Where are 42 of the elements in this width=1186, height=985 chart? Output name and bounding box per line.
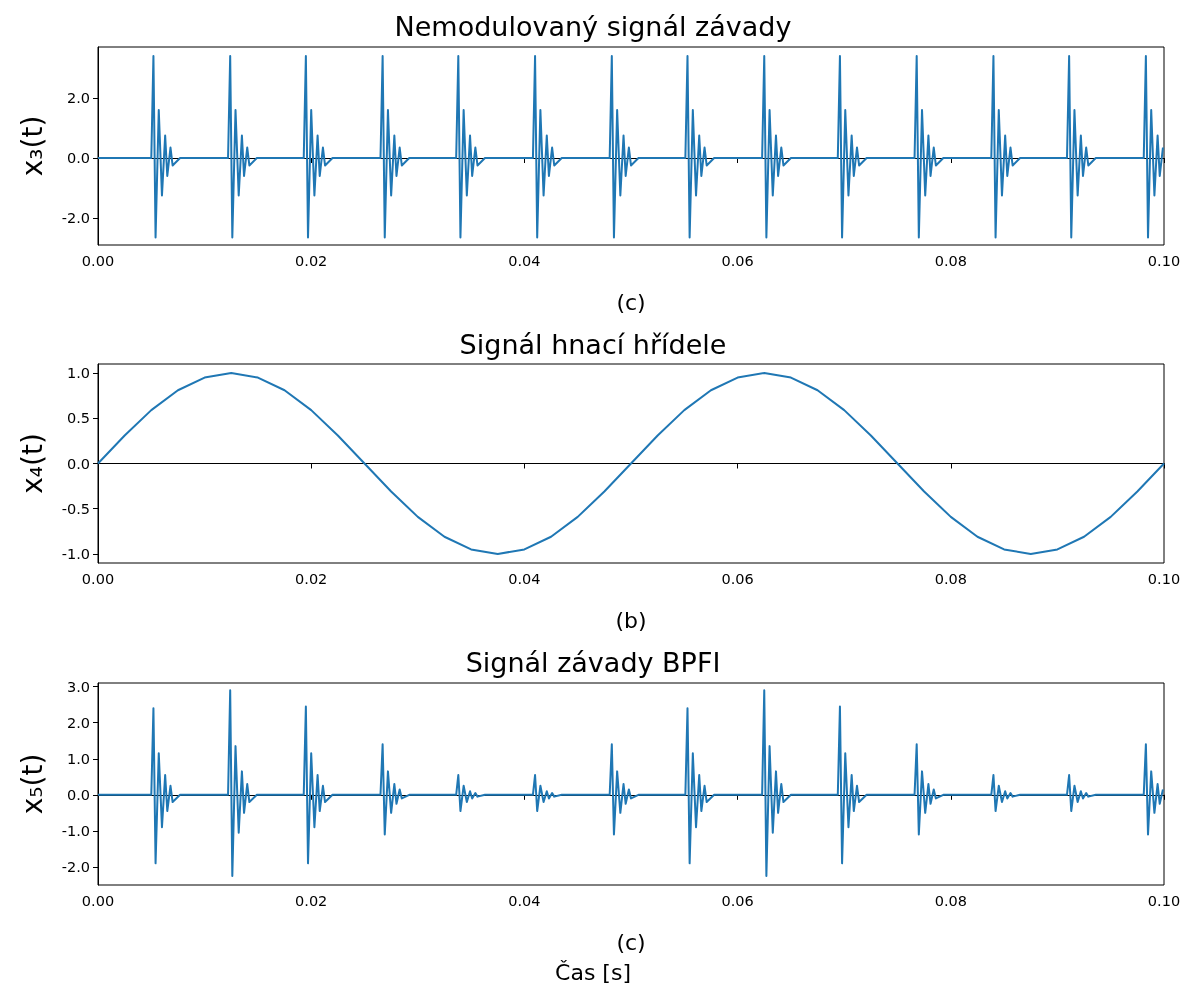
y-tick-label: -1.0 <box>61 545 90 562</box>
x-tick-label: 0.06 <box>721 892 754 909</box>
x-axis-title: (b) <box>615 607 647 633</box>
x-tick-label: 0.06 <box>721 570 754 587</box>
x-tick-label: 0.10 <box>1147 892 1181 909</box>
x-tick-label: 0.04 <box>508 252 541 269</box>
x-tick-label: 0.08 <box>934 570 967 587</box>
y-tick-label: 2.0 <box>66 90 90 106</box>
x-tick-label: 0.04 <box>508 570 541 587</box>
y-tick-label: -2.0 <box>61 858 90 875</box>
text: Čas [s] <box>555 959 631 985</box>
x-tick-label: 0.00 <box>81 252 115 269</box>
x-tick-label: 0.04 <box>508 892 541 909</box>
y-tick-label: 0.0 <box>66 150 90 166</box>
y-tick-label: 2.0 <box>66 714 90 731</box>
y-axis-title: x₄(t) <box>15 433 49 494</box>
x-tick-label: 0.06 <box>721 252 754 269</box>
y-tick-label: 3.0 <box>66 678 90 695</box>
y-tick-label: 0.0 <box>66 786 90 803</box>
x-tick-label: 0.02 <box>295 252 328 269</box>
x-tick-label: 0.02 <box>295 570 328 587</box>
x-axis-title: (c) <box>616 289 646 315</box>
y-tick-label: -0.5 <box>61 500 90 517</box>
x-tick-label: 0.02 <box>295 892 328 909</box>
x-tick-label: 0.00 <box>81 892 115 909</box>
y-tick-label: -1.0 <box>61 822 90 839</box>
y-tick-label: 1.0 <box>66 750 90 767</box>
x-tick-label: 0.10 <box>1147 252 1181 269</box>
chart-title: Signál závady BPFI <box>465 647 721 678</box>
x-tick-label: 0.00 <box>81 570 115 587</box>
y-tick-label: 0.0 <box>66 455 90 472</box>
y-tick-label: 0.5 <box>66 410 90 427</box>
y-tick-label: -2.0 <box>61 210 90 226</box>
chart-title: Nemodulovaný signál závady <box>394 11 792 42</box>
chart-title: Signál hnací hřídele <box>459 329 727 360</box>
x-tick-label: 0.10 <box>1147 570 1181 587</box>
x-tick-label: 0.08 <box>934 892 967 909</box>
x-tick-label: 0.08 <box>934 252 967 269</box>
y-axis-title: x₅(t) <box>15 753 49 815</box>
y-axis-title: x₃(t) <box>15 115 49 177</box>
x-axis-title: (c) <box>616 929 646 955</box>
y-tick-label: 1.0 <box>66 365 90 382</box>
